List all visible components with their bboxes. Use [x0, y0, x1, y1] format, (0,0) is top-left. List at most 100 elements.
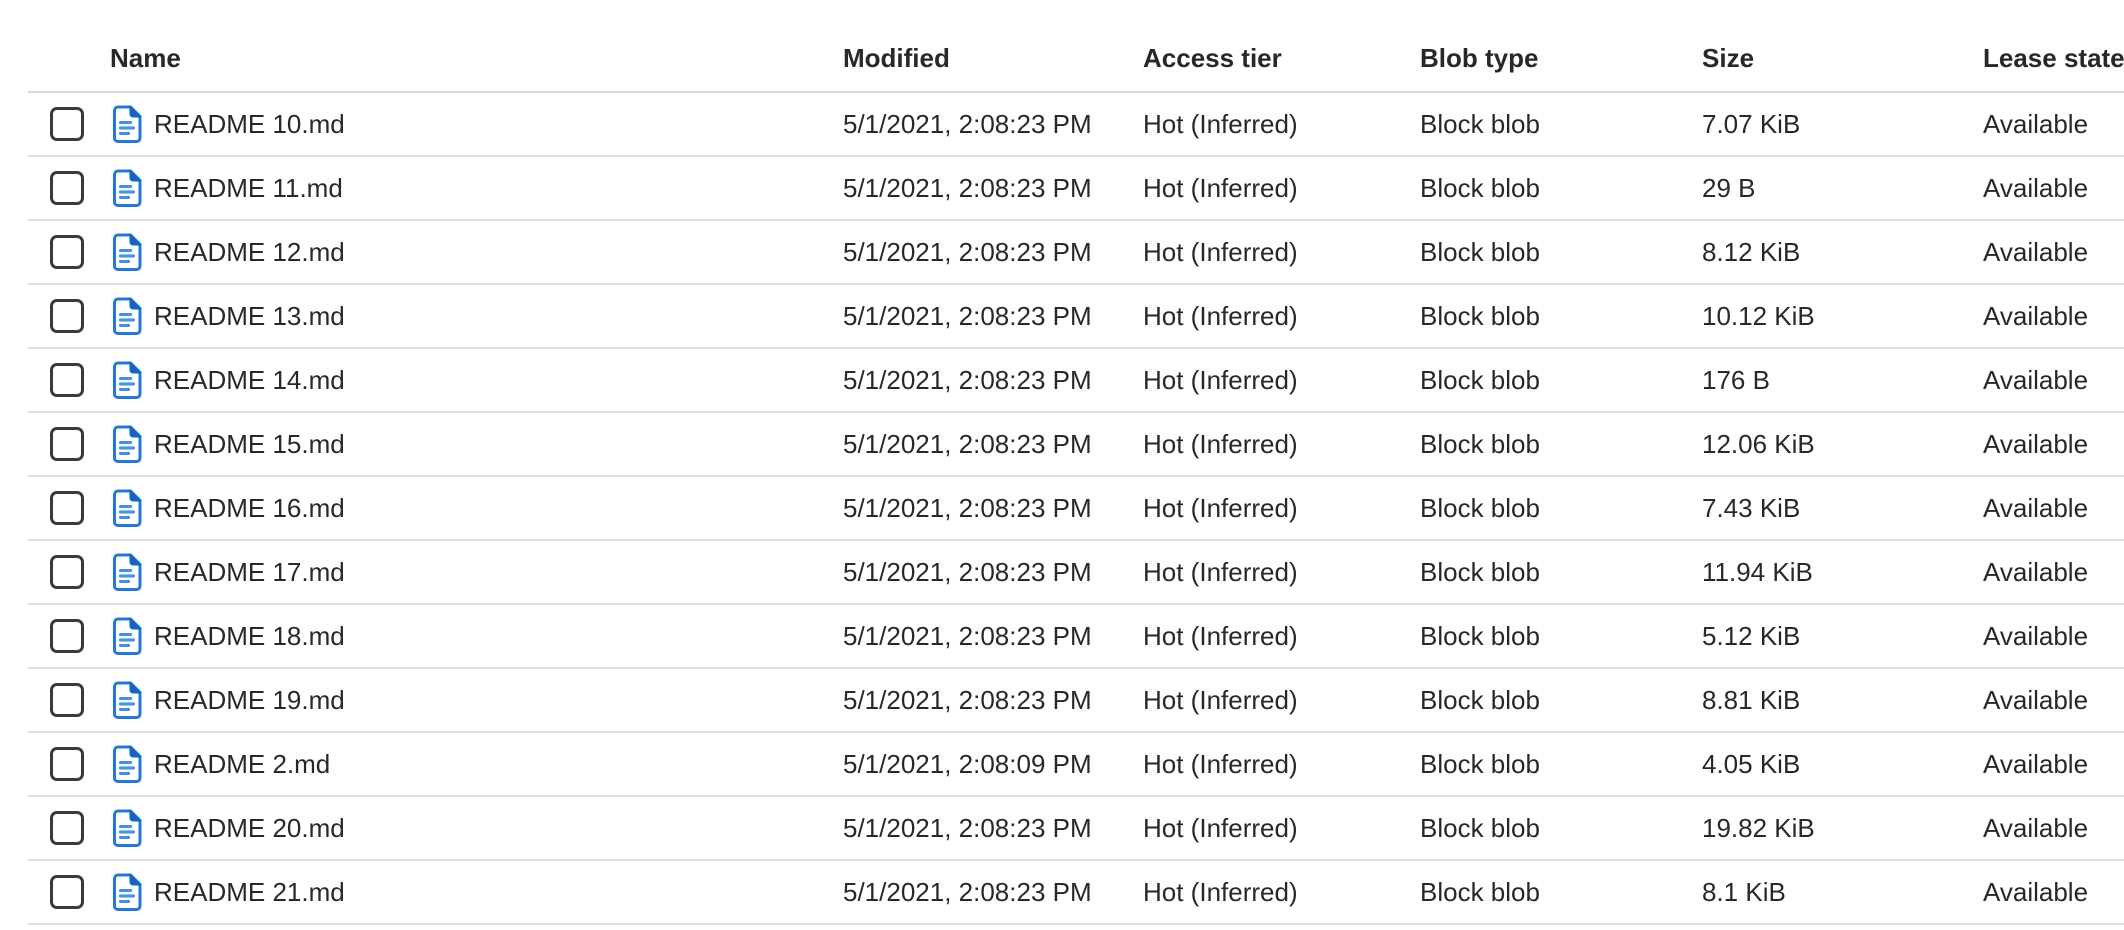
- row-checkbox[interactable]: [50, 299, 84, 333]
- table-row[interactable]: README 16.md 5/1/2021, 2:08:23 PM Hot (I…: [28, 477, 2124, 541]
- column-header-name[interactable]: Name: [110, 43, 181, 73]
- cell-access-tier: Hot (Inferred): [1143, 876, 1298, 907]
- cell-lease-state: Available: [1983, 108, 2089, 139]
- blob-name-link[interactable]: README 14.md: [154, 364, 345, 395]
- blob-name-link[interactable]: README 10.md: [154, 108, 345, 139]
- table-row[interactable]: README 18.md 5/1/2021, 2:08:23 PM Hot (I…: [28, 605, 2124, 669]
- blob-name-link[interactable]: README 16.md: [154, 492, 345, 523]
- row-checkbox[interactable]: [50, 555, 84, 589]
- column-header-access-tier[interactable]: Access tier: [1143, 43, 1282, 73]
- file-document-icon: [112, 233, 142, 271]
- cell-name: README 18.md: [28, 617, 843, 655]
- cell-modified: 5/1/2021, 2:08:23 PM: [843, 812, 1092, 843]
- table-row[interactable]: README 20.md 5/1/2021, 2:08:23 PM Hot (I…: [28, 797, 2124, 861]
- blob-name-link[interactable]: README 11.md: [154, 172, 343, 203]
- cell-lease-state: Available: [1983, 620, 2089, 651]
- cell-modified: 5/1/2021, 2:08:23 PM: [843, 364, 1092, 395]
- table-row[interactable]: README 13.md 5/1/2021, 2:08:23 PM Hot (I…: [28, 285, 2124, 349]
- cell-blob-type: Block blob: [1420, 812, 1540, 843]
- cell-blob-type: Block blob: [1420, 492, 1540, 523]
- table-row[interactable]: README 14.md 5/1/2021, 2:08:23 PM Hot (I…: [28, 349, 2124, 413]
- file-document-icon: [112, 681, 142, 719]
- cell-name: README 17.md: [28, 553, 843, 591]
- file-document-icon: [112, 553, 142, 591]
- file-document-icon: [112, 425, 142, 463]
- cell-access-tier: Hot (Inferred): [1143, 684, 1298, 715]
- blob-name-link[interactable]: README 19.md: [154, 684, 345, 715]
- column-header-modified[interactable]: Modified: [843, 43, 950, 73]
- cell-name: README 21.md: [28, 873, 843, 911]
- file-document-icon: [112, 105, 142, 143]
- cell-modified: 5/1/2021, 2:08:23 PM: [843, 620, 1092, 651]
- column-header-blob-type[interactable]: Blob type: [1420, 43, 1539, 73]
- cell-modified: 5/1/2021, 2:08:09 PM: [843, 748, 1092, 779]
- cell-size: 4.05 KiB: [1702, 748, 1801, 779]
- row-checkbox[interactable]: [50, 875, 84, 909]
- cell-lease-state: Available: [1983, 812, 2089, 843]
- cell-name: README 2.md: [28, 745, 843, 783]
- cell-size: 29 B: [1702, 172, 1756, 203]
- cell-lease-state: Available: [1983, 876, 2089, 907]
- table-row[interactable]: README 2.md 5/1/2021, 2:08:09 PM Hot (In…: [28, 733, 2124, 797]
- row-checkbox[interactable]: [50, 683, 84, 717]
- cell-size: 8.81 KiB: [1702, 684, 1801, 715]
- cell-access-tier: Hot (Inferred): [1143, 492, 1298, 523]
- cell-access-tier: Hot (Inferred): [1143, 428, 1298, 459]
- table-row[interactable]: README 12.md 5/1/2021, 2:08:23 PM Hot (I…: [28, 221, 2124, 285]
- cell-modified: 5/1/2021, 2:08:23 PM: [843, 236, 1092, 267]
- blob-name-link[interactable]: README 17.md: [154, 556, 345, 587]
- cell-name: README 10.md: [28, 105, 843, 143]
- cell-access-tier: Hot (Inferred): [1143, 556, 1298, 587]
- cell-blob-type: Block blob: [1420, 300, 1540, 331]
- table-row[interactable]: README 15.md 5/1/2021, 2:08:23 PM Hot (I…: [28, 413, 2124, 477]
- cell-name: README 14.md: [28, 361, 843, 399]
- cell-name: README 13.md: [28, 297, 843, 335]
- cell-blob-type: Block blob: [1420, 556, 1540, 587]
- cell-access-tier: Hot (Inferred): [1143, 172, 1298, 203]
- cell-size: 10.12 KiB: [1702, 300, 1815, 331]
- cell-blob-type: Block blob: [1420, 172, 1540, 203]
- row-checkbox[interactable]: [50, 747, 84, 781]
- cell-modified: 5/1/2021, 2:08:23 PM: [843, 108, 1092, 139]
- cell-access-tier: Hot (Inferred): [1143, 300, 1298, 331]
- cell-blob-type: Block blob: [1420, 876, 1540, 907]
- blob-name-link[interactable]: README 15.md: [154, 428, 345, 459]
- table-row[interactable]: README 11.md 5/1/2021, 2:08:23 PM Hot (I…: [28, 157, 2124, 221]
- row-checkbox[interactable]: [50, 235, 84, 269]
- row-checkbox[interactable]: [50, 363, 84, 397]
- row-checkbox[interactable]: [50, 491, 84, 525]
- table-row[interactable]: README 17.md 5/1/2021, 2:08:23 PM Hot (I…: [28, 541, 2124, 605]
- row-checkbox[interactable]: [50, 427, 84, 461]
- file-document-icon: [112, 873, 142, 911]
- file-document-icon: [112, 809, 142, 847]
- cell-blob-type: Block blob: [1420, 108, 1540, 139]
- cell-access-tier: Hot (Inferred): [1143, 364, 1298, 395]
- blob-name-link[interactable]: README 13.md: [154, 300, 345, 331]
- table-row[interactable]: README 21.md 5/1/2021, 2:08:23 PM Hot (I…: [28, 861, 2124, 925]
- row-checkbox[interactable]: [50, 107, 84, 141]
- cell-access-tier: Hot (Inferred): [1143, 108, 1298, 139]
- cell-name: README 16.md: [28, 489, 843, 527]
- blob-name-link[interactable]: README 18.md: [154, 620, 345, 651]
- table-row[interactable]: README 10.md 5/1/2021, 2:08:23 PM Hot (I…: [28, 93, 2124, 157]
- blob-name-link[interactable]: README 12.md: [154, 236, 345, 267]
- cell-lease-state: Available: [1983, 492, 2089, 523]
- file-document-icon: [112, 745, 142, 783]
- cell-lease-state: Available: [1983, 300, 2089, 331]
- cell-lease-state: Available: [1983, 684, 2089, 715]
- blob-name-link[interactable]: README 21.md: [154, 876, 345, 907]
- cell-access-tier: Hot (Inferred): [1143, 748, 1298, 779]
- blob-name-link[interactable]: README 2.md: [154, 748, 331, 779]
- cell-blob-type: Block blob: [1420, 364, 1540, 395]
- column-header-size[interactable]: Size: [1702, 43, 1755, 73]
- column-header-lease-state[interactable]: Lease state: [1983, 43, 2124, 73]
- cell-access-tier: Hot (Inferred): [1143, 620, 1298, 651]
- table-row[interactable]: README 19.md 5/1/2021, 2:08:23 PM Hot (I…: [28, 669, 2124, 733]
- row-checkbox[interactable]: [50, 171, 84, 205]
- blob-name-link[interactable]: README 20.md: [154, 812, 345, 843]
- cell-size: 8.1 KiB: [1702, 876, 1786, 907]
- row-checkbox[interactable]: [50, 619, 84, 653]
- row-checkbox[interactable]: [50, 811, 84, 845]
- cell-size: 11.94 KiB: [1702, 556, 1813, 587]
- cell-size: 8.12 KiB: [1702, 236, 1801, 267]
